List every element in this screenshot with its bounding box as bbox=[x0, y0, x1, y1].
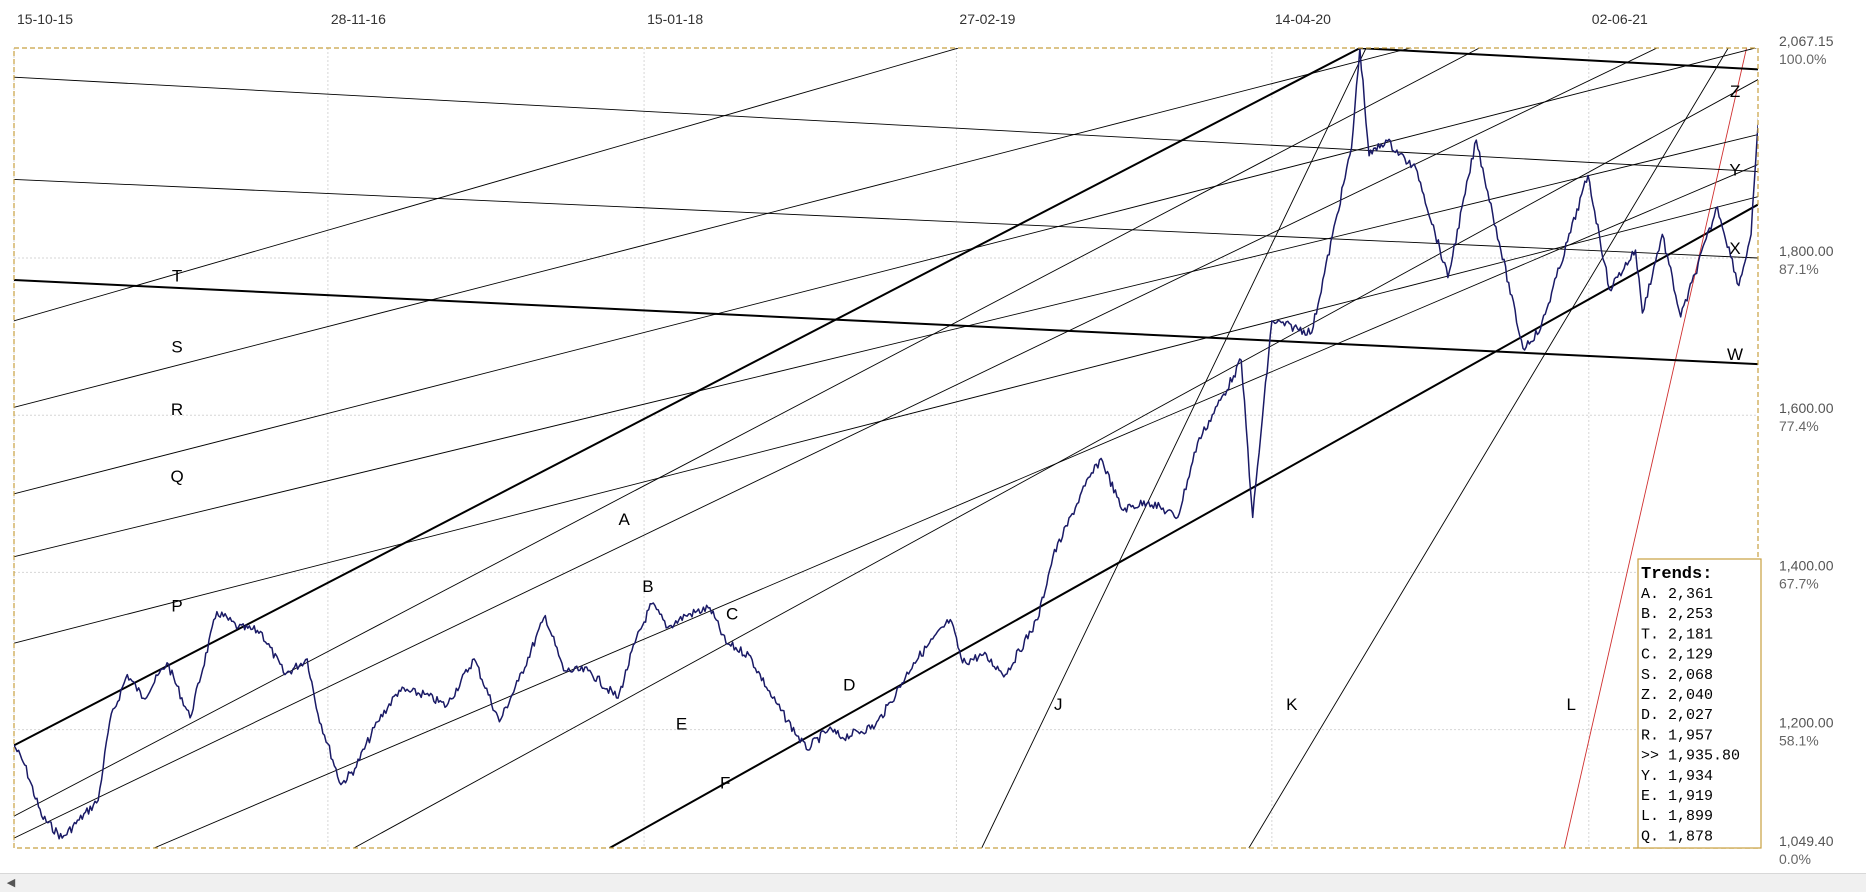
trend-value-row: L. 1,899 bbox=[1641, 808, 1713, 825]
trend-line-z bbox=[1359, 48, 1758, 71]
x-axis-ticks: 15-10-15 28-11-16 15-01-18 27-02-19 14-04-20… bbox=[17, 11, 1648, 27]
y-tick-percent: 67.7% bbox=[1779, 575, 1819, 591]
trend-line-y bbox=[14, 76, 1758, 172]
trend-label-c: C bbox=[726, 605, 738, 624]
trend-line-c bbox=[14, 48, 1658, 839]
y-tick-label: 1,600.00 bbox=[1779, 400, 1834, 416]
trend-line-f bbox=[609, 203, 1758, 848]
y-tick-percent: 87.1% bbox=[1779, 261, 1819, 277]
trend-line-r bbox=[14, 48, 1758, 495]
trend-label-w: W bbox=[1727, 345, 1743, 364]
trend-value-row: Q. 1,878 bbox=[1641, 828, 1713, 845]
trend-label-q: Q bbox=[170, 467, 183, 486]
trend-label-b: B bbox=[642, 577, 653, 596]
x-tick-label: 15-10-15 bbox=[17, 11, 73, 27]
gridlines bbox=[13, 48, 1758, 848]
trend-line-t bbox=[14, 48, 961, 322]
x-tick-label: 28-11-16 bbox=[331, 11, 386, 27]
trends-panel: Trends: A. 2,361 B. 2,253 T. 2,181 C. 2,… bbox=[1637, 558, 1762, 849]
trend-line-l bbox=[1563, 48, 1747, 848]
trend-line-x bbox=[14, 178, 1758, 259]
trend-label-r: R bbox=[171, 400, 183, 419]
trend-value-row: R. 1,957 bbox=[1641, 727, 1713, 744]
trend-value-row: A. 2,361 bbox=[1641, 586, 1713, 603]
trend-label-z: Z bbox=[1730, 82, 1740, 101]
trend-line-j bbox=[981, 48, 1367, 848]
trend-line-labels: A B C D E F J K L P Q R S T W X Y Z bbox=[170, 82, 1743, 793]
trend-value-row: Y. 1,934 bbox=[1641, 768, 1713, 785]
trend-label-f: F bbox=[720, 774, 730, 793]
y-axis-ticks: 2,067.15 100.0% 1,800.00 87.1% 1,600.00 77.4%… bbox=[1779, 33, 1834, 867]
trend-lines bbox=[14, 48, 1758, 848]
x-tick-label: 14-04-20 bbox=[1275, 11, 1331, 27]
trend-label-j: J bbox=[1054, 695, 1063, 714]
trend-line-s bbox=[14, 48, 1413, 408]
trend-value-row: S. 2,068 bbox=[1641, 667, 1713, 684]
scroll-left-arrow-icon[interactable]: ◀ bbox=[6, 876, 16, 889]
horizontal-scrollbar[interactable]: ◀ bbox=[0, 873, 1866, 892]
x-tick-label: 15-01-18 bbox=[647, 11, 703, 27]
trend-label-y: Y bbox=[1729, 160, 1740, 179]
trend-label-k: K bbox=[1286, 695, 1298, 714]
price-line bbox=[14, 48, 1758, 840]
trend-line-k bbox=[1248, 48, 1729, 848]
trend-value-row: E. 1,919 bbox=[1641, 788, 1713, 805]
trends-panel-title: Trends: bbox=[1641, 565, 1712, 584]
trend-label-l: L bbox=[1566, 695, 1575, 714]
trend-value-row: T. 2,181 bbox=[1641, 626, 1713, 643]
trend-value-row: D. 2,027 bbox=[1641, 707, 1713, 724]
trend-line-a bbox=[14, 48, 1361, 747]
price-series bbox=[14, 48, 1758, 840]
trend-value-row: B. 2,253 bbox=[1641, 606, 1713, 623]
y-tick-percent: 77.4% bbox=[1779, 418, 1819, 434]
y-tick-label: 1,200.00 bbox=[1779, 715, 1834, 731]
trend-label-a: A bbox=[618, 510, 630, 529]
trend-label-x: X bbox=[1729, 239, 1740, 258]
trend-line-e bbox=[153, 164, 1758, 848]
trend-label-p: P bbox=[171, 597, 182, 616]
x-tick-label: 02-06-21 bbox=[1592, 11, 1648, 27]
y-tick-label: 2,067.15 bbox=[1779, 33, 1834, 49]
trend-label-t: T bbox=[172, 267, 182, 286]
x-tick-label: 27-02-19 bbox=[959, 11, 1015, 27]
trends-panel-box bbox=[1637, 558, 1762, 849]
y-tick-label: 1,049.40 bbox=[1779, 833, 1834, 849]
y-tick-percent: 58.1% bbox=[1779, 733, 1819, 749]
trend-line-p bbox=[14, 196, 1758, 644]
y-tick-label: 1,800.00 bbox=[1779, 243, 1834, 259]
plot-frame bbox=[13, 47, 1759, 849]
trend-line-w bbox=[14, 279, 1758, 366]
trend-line-q bbox=[14, 134, 1758, 558]
y-tick-percent: 100.0% bbox=[1779, 51, 1826, 67]
trend-label-s: S bbox=[171, 337, 182, 356]
y-tick-label: 1,400.00 bbox=[1779, 557, 1834, 573]
trend-value-row: C. 2,129 bbox=[1641, 647, 1713, 664]
trend-value-row: >> 1,935.80 bbox=[1641, 748, 1740, 765]
trend-value-row: Z. 2,040 bbox=[1641, 687, 1713, 704]
trend-label-e: E bbox=[676, 715, 687, 734]
y-tick-percent: 0.0% bbox=[1779, 851, 1811, 867]
trend-label-d: D bbox=[843, 675, 855, 694]
